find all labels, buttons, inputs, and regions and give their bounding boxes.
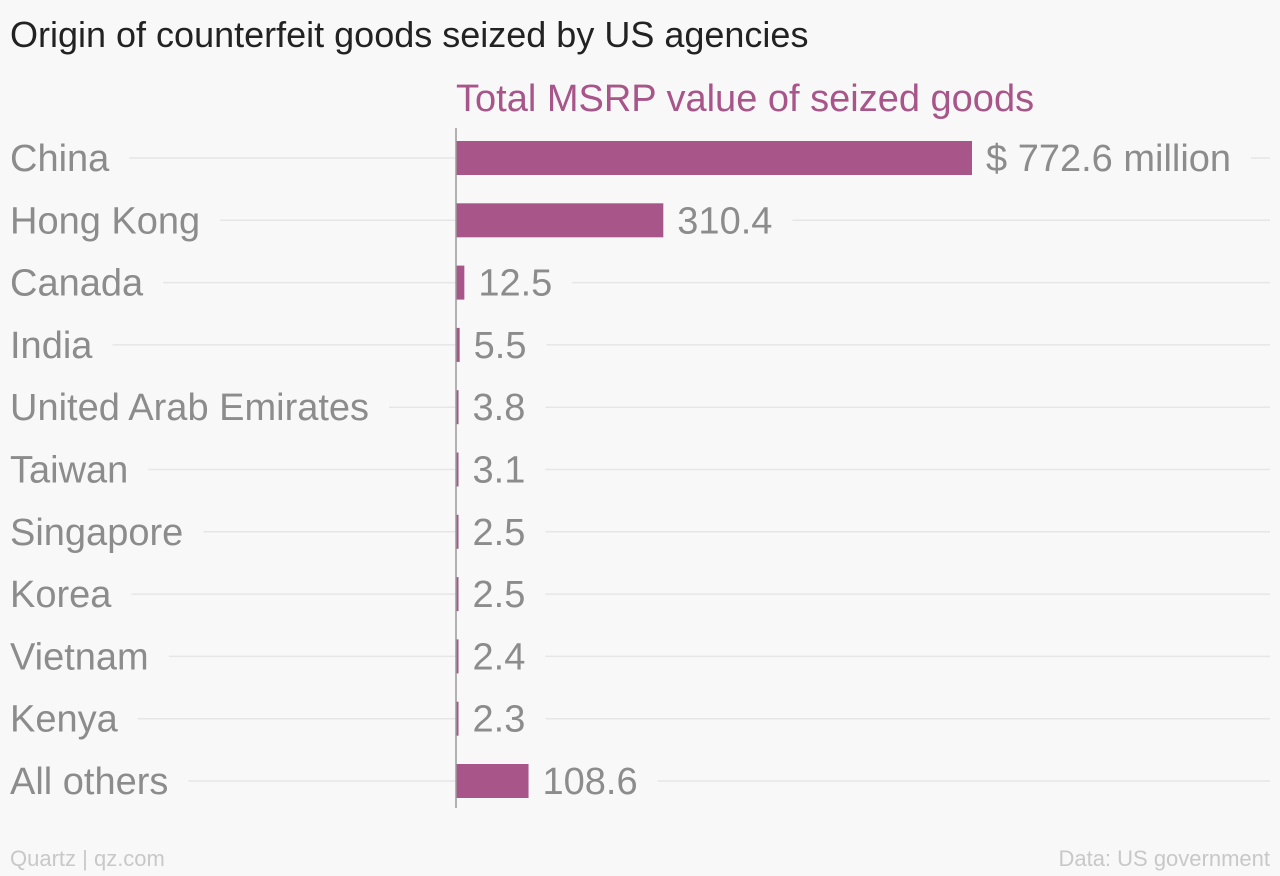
series-title: Total MSRP value of seized goods bbox=[456, 78, 1035, 120]
value-label: 2.5 bbox=[473, 574, 526, 616]
bar bbox=[456, 764, 529, 798]
bar bbox=[456, 639, 459, 674]
category-label: India bbox=[10, 325, 93, 367]
value-label: $ 772.6 million bbox=[986, 138, 1231, 180]
value-label: 2.4 bbox=[473, 636, 526, 678]
bar bbox=[456, 390, 459, 425]
value-label: 2.5 bbox=[473, 512, 526, 554]
value-label: 12.5 bbox=[478, 263, 552, 305]
value-label: 108.6 bbox=[543, 761, 638, 803]
category-label: Canada bbox=[10, 263, 144, 305]
value-label: 310.4 bbox=[677, 200, 772, 242]
source-credit: Quartz | qz.com bbox=[10, 846, 165, 871]
category-label: Korea bbox=[10, 574, 112, 616]
category-label: China bbox=[10, 138, 110, 180]
category-label: All others bbox=[10, 761, 168, 803]
bar bbox=[456, 577, 459, 612]
value-label: 2.3 bbox=[473, 699, 526, 741]
bar bbox=[456, 265, 465, 300]
data-source: Data: US government bbox=[1058, 846, 1270, 871]
bar bbox=[456, 327, 460, 362]
category-label: Singapore bbox=[10, 512, 183, 554]
bar bbox=[456, 141, 972, 175]
bar bbox=[456, 452, 459, 487]
category-label: Vietnam bbox=[10, 636, 149, 678]
value-label: 3.8 bbox=[473, 387, 526, 429]
bar bbox=[456, 514, 459, 549]
chart-title: Origin of counterfeit goods seized by US… bbox=[10, 14, 809, 55]
bar bbox=[456, 203, 664, 238]
category-label: Hong Kong bbox=[10, 200, 200, 242]
category-label: Kenya bbox=[10, 699, 119, 741]
category-label: United Arab Emirates bbox=[10, 387, 369, 429]
value-label: 5.5 bbox=[474, 325, 527, 367]
bar bbox=[456, 701, 459, 736]
value-label: 3.1 bbox=[473, 450, 526, 492]
category-label: Taiwan bbox=[10, 450, 128, 492]
